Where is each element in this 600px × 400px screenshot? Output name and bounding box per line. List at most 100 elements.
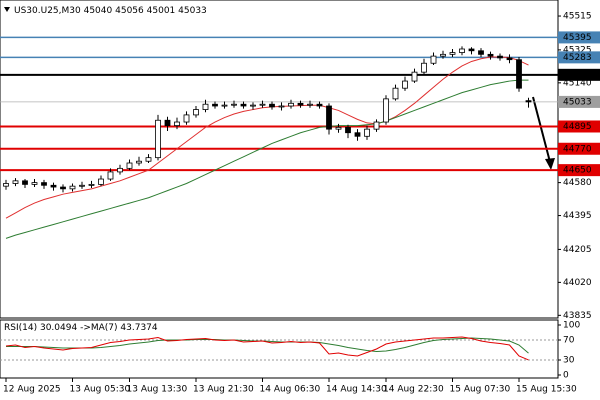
y-tick-label: 44395 [563,211,592,221]
rsi-ma-label: ->MA(7) [80,323,117,333]
candle-body [126,162,133,169]
x-tick-label: 14 Aug 22:30 [383,385,444,395]
candle-body [69,185,76,190]
y-tick-label: 45325 [563,45,592,55]
candle-body [50,184,57,188]
rsi-value: 30.0494 [40,323,77,333]
title-low: 45001 [147,6,176,16]
symbol: US30.U25,M30 [14,6,81,16]
y-tick-label: 44205 [563,245,592,255]
moving-average [5,79,529,239]
candle-body [392,87,399,100]
level-box [558,31,600,44]
x-tick-label: 15 Aug 07:30 [450,385,511,395]
rsi-tick-label: 100 [563,321,580,331]
chart-title: US30.U25,M30 45040 45056 45001 45033 [14,6,207,16]
candle-body [12,180,19,184]
candle-body [278,105,285,108]
candle-body [411,71,418,82]
candle-body [487,53,494,57]
candle-body [145,157,152,162]
title-close: 45033 [178,6,207,16]
candle-body [41,182,47,186]
y-tick-label: 44020 [563,278,592,288]
rsi-line [5,336,529,361]
y-tick-label: 44580 [563,178,592,188]
x-tick-label: 13 Aug 13:30 [127,385,188,395]
candle-body [269,103,275,108]
candle-body [430,55,437,64]
current-price-label: 45033 [563,97,592,107]
level-box [558,142,600,155]
candle-body [373,121,380,130]
level-label: 45185 [563,70,592,80]
level-label: 45395 [563,33,592,43]
candle-body [60,186,66,190]
rsi-ma-line [6,337,529,354]
title-arrow [4,7,10,12]
candle-body [136,160,142,164]
candle-body [354,132,361,137]
candle-body [212,103,218,107]
moving-average [5,56,529,219]
level-box [558,164,600,177]
y-tick-label: 43835 [563,311,592,321]
candle-body [231,103,237,106]
x-tick-label: 15 Aug 15:30 [516,385,577,395]
rsi-tick-label: 30 [563,356,575,366]
candle-body [440,53,446,57]
x-tick-label: 14 Aug 06:30 [260,385,321,395]
candle-body [307,103,313,106]
annotation-arrowhead [545,158,555,170]
candle-body [155,119,161,159]
candle-body [497,55,503,59]
candle-body [516,59,522,89]
title-open: 45040 [84,6,113,16]
candle-body [506,57,513,61]
rsi-tick-label: 0 [563,371,569,381]
candle-body [468,48,475,52]
candle-body [240,103,247,107]
annotation-arrow [532,96,551,163]
candle-body [402,80,408,89]
x-tick-label: 13 Aug 05:30 [70,385,131,395]
candle-body [164,119,171,126]
candle-body [316,103,323,107]
level-box [558,51,600,64]
candle-body [221,104,228,107]
candle-body [31,182,38,185]
candle-body [326,105,332,130]
main-frame [0,0,559,319]
candle-body [297,102,304,106]
candle-body [117,167,123,173]
y-tick-label: 45140 [563,78,592,88]
candle-body [202,103,209,110]
candle-body [250,104,256,107]
level-label: 44895 [563,122,592,132]
candle-body [22,180,28,185]
candle-body [174,121,180,126]
candle-body [383,98,389,123]
rsi-label: RSI(14) [4,323,37,333]
level-box [558,68,600,81]
candle-body [345,126,351,134]
rsi-ma-value: 43.7374 [120,323,157,333]
level-box [558,120,600,133]
current-price-box [558,95,600,108]
candle-body [98,178,104,185]
candle-body [88,183,95,186]
candle-body [335,126,342,130]
candle-body [478,50,484,55]
level-label: 44650 [563,166,592,176]
candle-body [3,183,9,187]
level-label: 44770 [563,144,592,154]
candle-body [183,114,190,123]
title-high: 45056 [115,6,144,16]
rsi-tick-label: 70 [563,336,575,346]
candle-body [459,48,465,53]
candle-body [288,102,294,107]
candle-body [364,128,370,137]
candle-body [449,52,456,55]
x-tick-label: 14 Aug 14:30 [326,385,387,395]
